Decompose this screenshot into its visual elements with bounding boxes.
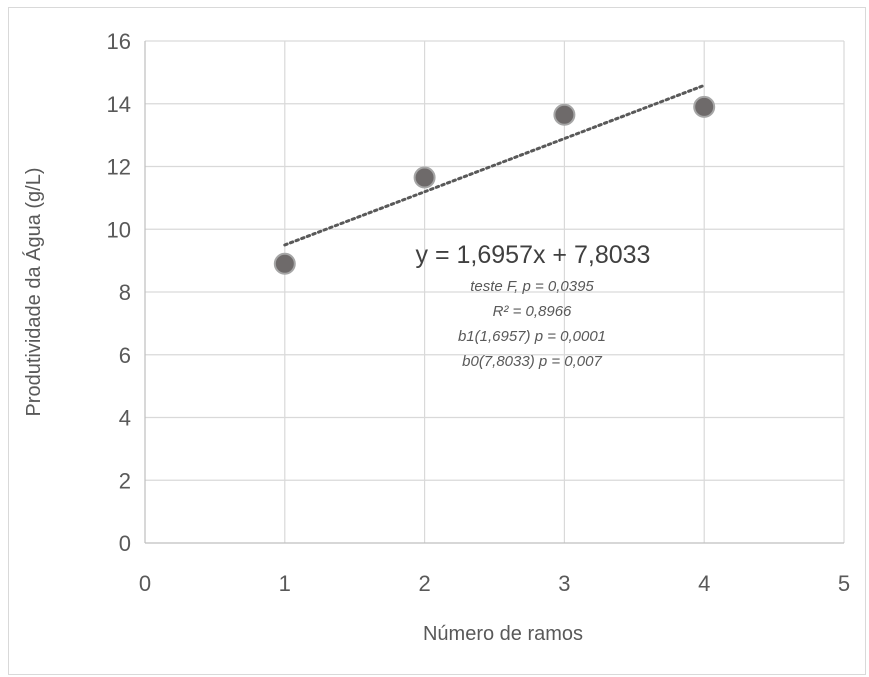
data-point xyxy=(413,166,436,189)
x-tick-label: 2 xyxy=(418,571,430,596)
trendline-line xyxy=(283,83,706,247)
stat-f-test: teste F, p = 0,0395 xyxy=(470,278,594,295)
stat-r-squared: R² = 0,8966 xyxy=(493,303,572,320)
trendline-equation: y = 1,6957x + 7,8033 xyxy=(416,241,651,269)
y-tick-label: 0 xyxy=(119,531,131,556)
chart-frame xyxy=(8,7,866,675)
y-tick-label: 4 xyxy=(119,406,131,431)
y-tick-label: 10 xyxy=(107,217,131,242)
x-tick-label: 0 xyxy=(139,571,151,596)
x-tick-label: 3 xyxy=(558,571,570,596)
data-point xyxy=(553,103,576,126)
y-tick-label: 8 xyxy=(119,280,131,305)
data-point xyxy=(273,252,296,275)
y-tick-label: 12 xyxy=(107,155,131,180)
x-tick-label: 4 xyxy=(698,571,710,596)
y-tick-label: 6 xyxy=(119,343,131,368)
data-points xyxy=(273,95,716,275)
y-tick-label: 2 xyxy=(119,468,131,493)
axes xyxy=(144,41,844,544)
trendline xyxy=(283,83,706,247)
x-tick-label: 1 xyxy=(279,571,291,596)
stat-b1: b1(1,6957) p = 0,0001 xyxy=(458,328,606,345)
y-tick-label: 16 xyxy=(107,29,131,54)
stat-b0: b0(7,8033) p = 0,007 xyxy=(462,353,602,370)
data-point xyxy=(693,95,716,118)
gridlines xyxy=(145,40,845,543)
x-tick-label: 5 xyxy=(838,571,850,596)
y-axis-title: Produtividade da Água (g/L) xyxy=(22,167,45,416)
y-tick-label: 14 xyxy=(107,92,131,117)
x-axis-title: Número de ramos xyxy=(423,623,583,645)
